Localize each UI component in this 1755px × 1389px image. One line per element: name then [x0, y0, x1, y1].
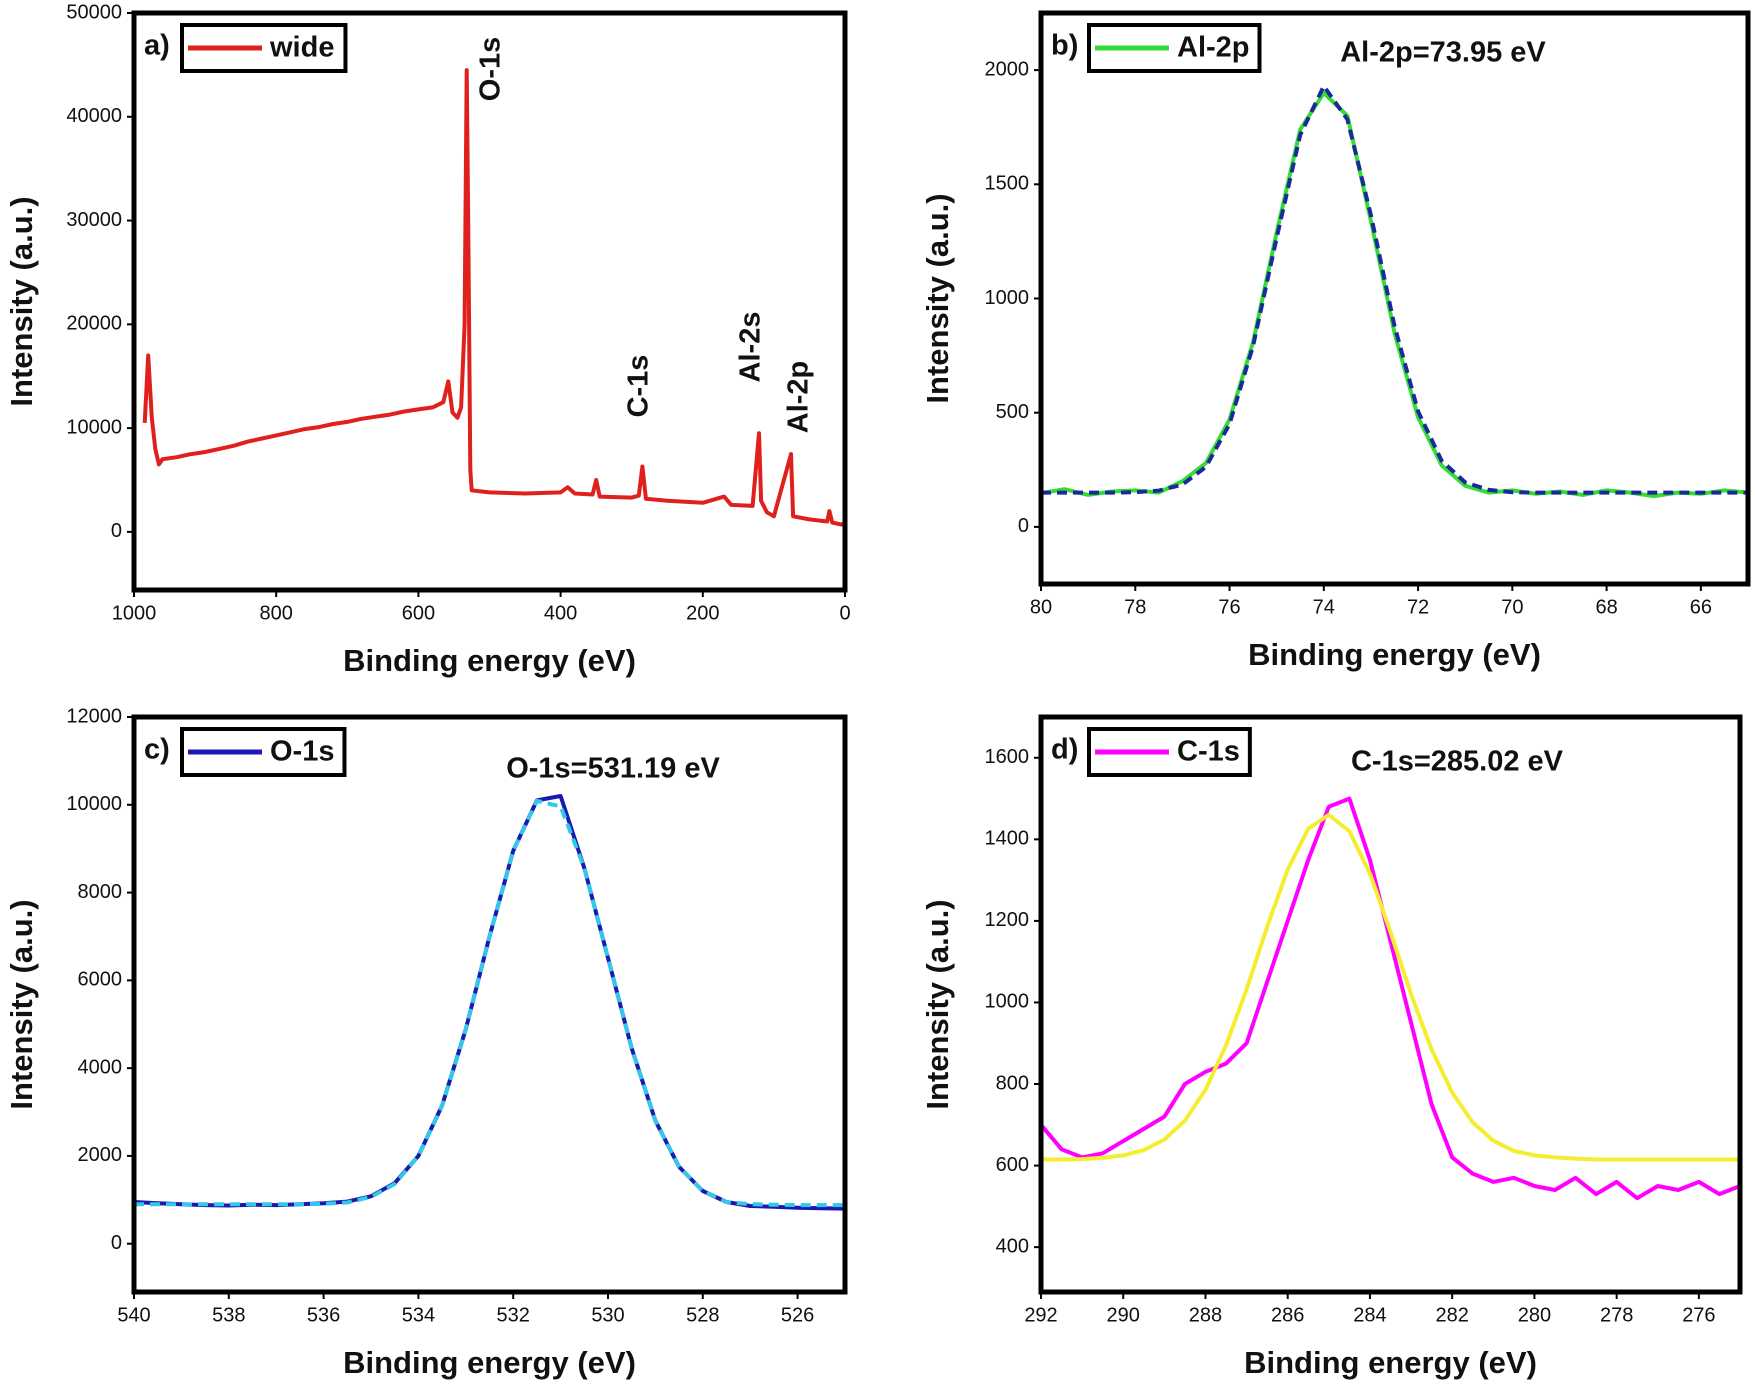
annotation: O-1s [475, 37, 507, 101]
x-axis-label: Binding energy (eV) [343, 643, 636, 678]
y-axis-label: Intensity (a.u.) [4, 899, 39, 1109]
panel-label: b) [1051, 30, 1078, 62]
x-tick-label: 536 [307, 1304, 340, 1326]
y-tick-label: 2000 [78, 1144, 123, 1166]
x-tick-label: 278 [1600, 1304, 1633, 1326]
legend-label: wide [269, 32, 334, 64]
x-tick-label: 800 [260, 602, 293, 624]
data-line [133, 794, 846, 1211]
annotation: Al-2p=73.95 eV [1340, 37, 1546, 69]
legend: Al-2p [1087, 23, 1262, 73]
data-line [142, 68, 847, 527]
y-tick-label: 12000 [66, 705, 122, 727]
plot-frame [1038, 10, 1751, 587]
x-tick-label: 76 [1218, 596, 1240, 618]
x-tick-label: 534 [402, 1304, 435, 1326]
y-tick-label: 10000 [66, 416, 122, 438]
y-tick-label: 1400 [985, 828, 1030, 850]
y-tick-label: 6000 [78, 969, 123, 991]
y-tick-label: 800 [996, 1072, 1029, 1094]
annotation: O-1s=531.19 eV [506, 753, 720, 785]
x-tick-label: 538 [212, 1304, 245, 1326]
annotation: C-1s [623, 355, 655, 418]
panel-label: a) [144, 30, 170, 62]
x-tick-label: 80 [1030, 596, 1052, 618]
x-tick-label: 72 [1407, 596, 1429, 618]
x-axis-label: Binding energy (eV) [1248, 637, 1541, 672]
x-tick-label: 0 [839, 602, 850, 624]
y-tick-label: 50000 [66, 1, 122, 23]
annotation: Al-2s [735, 312, 767, 383]
plot-frame [131, 10, 848, 593]
plot-frame [1038, 714, 1743, 1295]
x-tick-label: 70 [1501, 596, 1523, 618]
y-axis-label: Intensity (a.u.) [4, 196, 39, 406]
x-tick-label: 540 [117, 1304, 150, 1326]
x-tick-label: 1000 [112, 602, 157, 624]
y-tick-label: 20000 [66, 313, 122, 335]
x-tick-label: 276 [1682, 1304, 1715, 1326]
legend: C-1s [1087, 727, 1252, 777]
y-tick-label: 1600 [985, 746, 1030, 768]
x-tick-label: 280 [1518, 1304, 1551, 1326]
y-tick-label: 2000 [985, 58, 1030, 80]
annotation: Al-2p [783, 361, 815, 434]
x-tick-label: 286 [1271, 1304, 1304, 1326]
x-tick-label: 600 [402, 602, 435, 624]
y-tick-label: 0 [1018, 515, 1029, 537]
y-axis-label: Intensity (a.u.) [920, 899, 955, 1109]
y-tick-label: 1000 [985, 287, 1030, 309]
x-tick-label: 400 [544, 602, 577, 624]
data-line [1040, 90, 1749, 499]
data-line [1041, 84, 1748, 495]
x-axis-label: Binding energy (eV) [1244, 1345, 1537, 1380]
x-tick-label: 200 [686, 602, 719, 624]
y-tick-label: 1200 [985, 909, 1030, 931]
y-tick-label: 1500 [985, 173, 1030, 195]
y-tick-label: 600 [996, 1154, 1029, 1176]
data-line [134, 798, 845, 1208]
x-axis-label: Binding energy (eV) [343, 1345, 636, 1380]
x-tick-label: 74 [1313, 596, 1335, 618]
y-axis-label: Intensity (a.u.) [920, 193, 955, 403]
x-tick-label: 78 [1124, 596, 1146, 618]
panel-label: d) [1051, 734, 1078, 766]
y-tick-label: 0 [111, 1232, 122, 1254]
legend-label: Al-2p [1177, 32, 1250, 64]
y-tick-label: 30000 [66, 209, 122, 231]
y-tick-label: 40000 [66, 105, 122, 127]
x-tick-label: 526 [781, 1304, 814, 1326]
y-tick-label: 400 [996, 1235, 1029, 1257]
x-tick-label: 530 [591, 1304, 624, 1326]
x-tick-label: 528 [686, 1304, 719, 1326]
x-tick-label: 292 [1024, 1304, 1057, 1326]
panel-label: c) [144, 734, 170, 766]
x-tick-label: 290 [1107, 1304, 1140, 1326]
legend-label: C-1s [1177, 736, 1240, 768]
y-tick-label: 1000 [985, 991, 1030, 1013]
y-tick-label: 8000 [78, 881, 123, 903]
annotation: C-1s=285.02 eV [1351, 746, 1564, 778]
legend: O-1s [180, 727, 347, 777]
x-tick-label: 284 [1353, 1304, 1386, 1326]
legend: wide [180, 23, 348, 73]
data-line [1041, 812, 1740, 1162]
data-line [1039, 796, 1741, 1201]
x-tick-label: 288 [1189, 1304, 1222, 1326]
x-tick-label: 68 [1595, 596, 1617, 618]
x-tick-label: 66 [1690, 596, 1712, 618]
plot-frame [131, 714, 848, 1295]
y-tick-label: 500 [996, 401, 1029, 423]
y-tick-label: 4000 [78, 1056, 123, 1078]
x-tick-label: 532 [497, 1304, 530, 1326]
y-tick-label: 10000 [66, 793, 122, 815]
y-tick-label: 0 [111, 520, 122, 542]
legend-label: O-1s [270, 736, 334, 768]
x-tick-label: 282 [1435, 1304, 1468, 1326]
